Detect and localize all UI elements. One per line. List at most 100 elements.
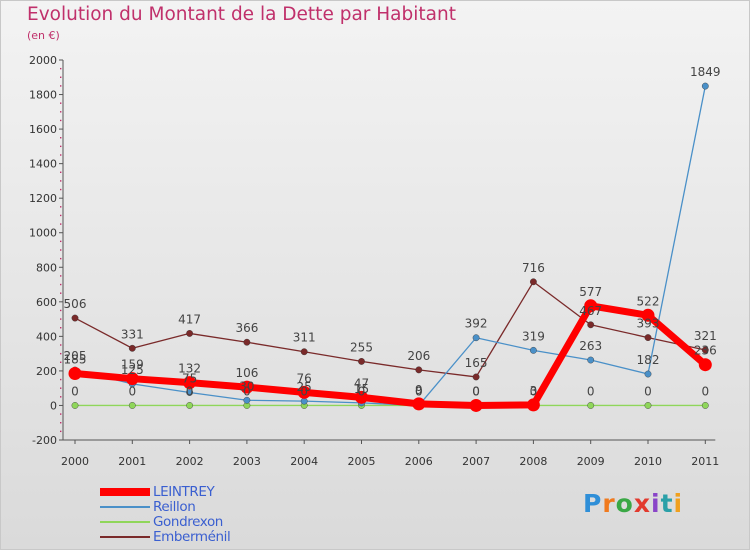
y-minor-tick [60, 249, 62, 251]
series-line-leintrey [74, 302, 708, 409]
data-point-embermenil [587, 321, 595, 329]
chart-title: Evolution du Montant de la Dette par Hab… [27, 4, 456, 25]
y-minor-tick [60, 361, 62, 363]
data-label-reillon: 182 [637, 353, 660, 367]
x-tick-label: 2010 [634, 455, 662, 468]
data-point-embermenil [71, 314, 79, 322]
x-tick-label: 2003 [233, 455, 261, 468]
data-label-reillon: 25 [297, 380, 312, 394]
y-minor-tick [60, 76, 62, 78]
data-label-gondrexon: 0 [587, 384, 595, 398]
data-label-embermenil: 716 [522, 261, 545, 275]
data-label-gondrexon: 0 [415, 384, 423, 398]
data-point-leintrey [469, 398, 483, 412]
x-tick-label: 2002 [176, 455, 204, 468]
y-minor-tick [60, 111, 62, 113]
data-point-embermenil [128, 344, 136, 352]
y-tick-label: 600 [36, 296, 57, 309]
y-minor-tick [60, 85, 62, 87]
x-tick-label: 2000 [61, 455, 89, 468]
data-point-embermenil [530, 278, 537, 286]
data-point-leintrey [698, 358, 712, 372]
data-label-gondrexon: 0 [644, 384, 652, 398]
data-label-gondrexon: 0 [358, 384, 366, 398]
data-point-gondrexon [587, 402, 595, 409]
y-minor-tick [60, 292, 62, 294]
x-tick-label: 2004 [290, 455, 318, 468]
series-line-reillon [74, 85, 706, 407]
data-point-leintrey [183, 376, 197, 390]
data-label-gondrexon: 0 [701, 384, 709, 398]
data-point-leintrey [125, 372, 139, 386]
data-point-embermenil [358, 358, 365, 365]
data-point-reillon [300, 397, 308, 405]
data-label-reillon: 1849 [690, 65, 721, 79]
data-label-reillon: 15 [354, 382, 369, 396]
data-point-reillon [701, 82, 709, 90]
x-tick-label: 2011 [691, 455, 719, 468]
data-label-reillon: 75 [182, 372, 197, 386]
y-minor-tick [60, 102, 62, 104]
y-minor-tick [60, 257, 62, 260]
y-minor-tick [60, 309, 62, 312]
y-minor-tick [60, 387, 62, 389]
legend-swatch [100, 521, 150, 523]
y-minor-tick [60, 327, 62, 329]
data-point-gondrexon [701, 402, 709, 409]
y-tick-label: -200 [32, 434, 57, 447]
legend-label: Gondrexon [153, 514, 223, 530]
data-point-reillon [472, 334, 480, 342]
data-point-leintrey [584, 299, 598, 313]
series-line-embermenil [74, 281, 706, 378]
x-tick-label: 2001 [118, 455, 146, 468]
x-tick-label: 2009 [577, 455, 605, 468]
y-minor-tick [60, 352, 62, 355]
data-label-embermenil: 506 [64, 297, 87, 311]
data-point-leintrey [412, 397, 426, 411]
data-point-leintrey [526, 398, 540, 412]
data-point-gondrexon [128, 402, 136, 409]
y-minor-tick [60, 206, 62, 208]
data-point-leintrey [641, 308, 655, 322]
legend-label: Emberménil [153, 529, 231, 545]
data-label-embermenil: 311 [293, 331, 316, 345]
data-label-embermenil: 165 [465, 356, 488, 370]
data-label-leintrey: 132 [178, 362, 201, 376]
data-label-reillon: 392 [465, 317, 488, 331]
data-point-reillon [243, 396, 251, 404]
data-label-reillon: 205 [64, 349, 87, 363]
legend-swatch [100, 488, 150, 496]
data-label-leintrey: 522 [637, 294, 660, 308]
data-point-leintrey [68, 367, 82, 380]
y-tick-label: 0 [50, 399, 57, 412]
data-label-leintrey: 76 [297, 371, 312, 385]
y-minor-tick [60, 214, 62, 217]
data-point-reillon [587, 356, 595, 364]
x-tick-label: 2007 [462, 455, 490, 468]
y-minor-tick [60, 171, 62, 173]
data-label-embermenil: 206 [407, 349, 430, 363]
legend-swatch [100, 536, 150, 538]
chart-subtitle: (en €) [27, 29, 60, 42]
y-minor-tick [60, 430, 62, 433]
x-tick-label: 2005 [348, 455, 376, 468]
y-minor-tick [60, 119, 62, 122]
data-label-leintrey: 106 [235, 366, 258, 380]
data-label-leintrey: 577 [579, 285, 602, 299]
data-label-gondrexon: 0 [300, 384, 308, 398]
data-label-leintrey: 3 [530, 384, 538, 398]
data-label-gondrexon: 0 [243, 384, 251, 398]
data-point-embermenil [186, 330, 194, 337]
data-label-reillon: 319 [522, 329, 545, 343]
legend-swatch [100, 506, 150, 508]
data-point-reillon [186, 389, 194, 396]
y-minor-tick [60, 422, 62, 424]
y-minor-tick [60, 396, 62, 398]
y-tick-label: 2000 [29, 54, 57, 67]
y-tick-label: 1200 [29, 192, 57, 205]
data-point-leintrey [355, 390, 368, 404]
y-tick-label: 200 [36, 365, 57, 378]
data-point-reillon [644, 370, 652, 378]
x-tick-label: 2008 [519, 455, 547, 468]
